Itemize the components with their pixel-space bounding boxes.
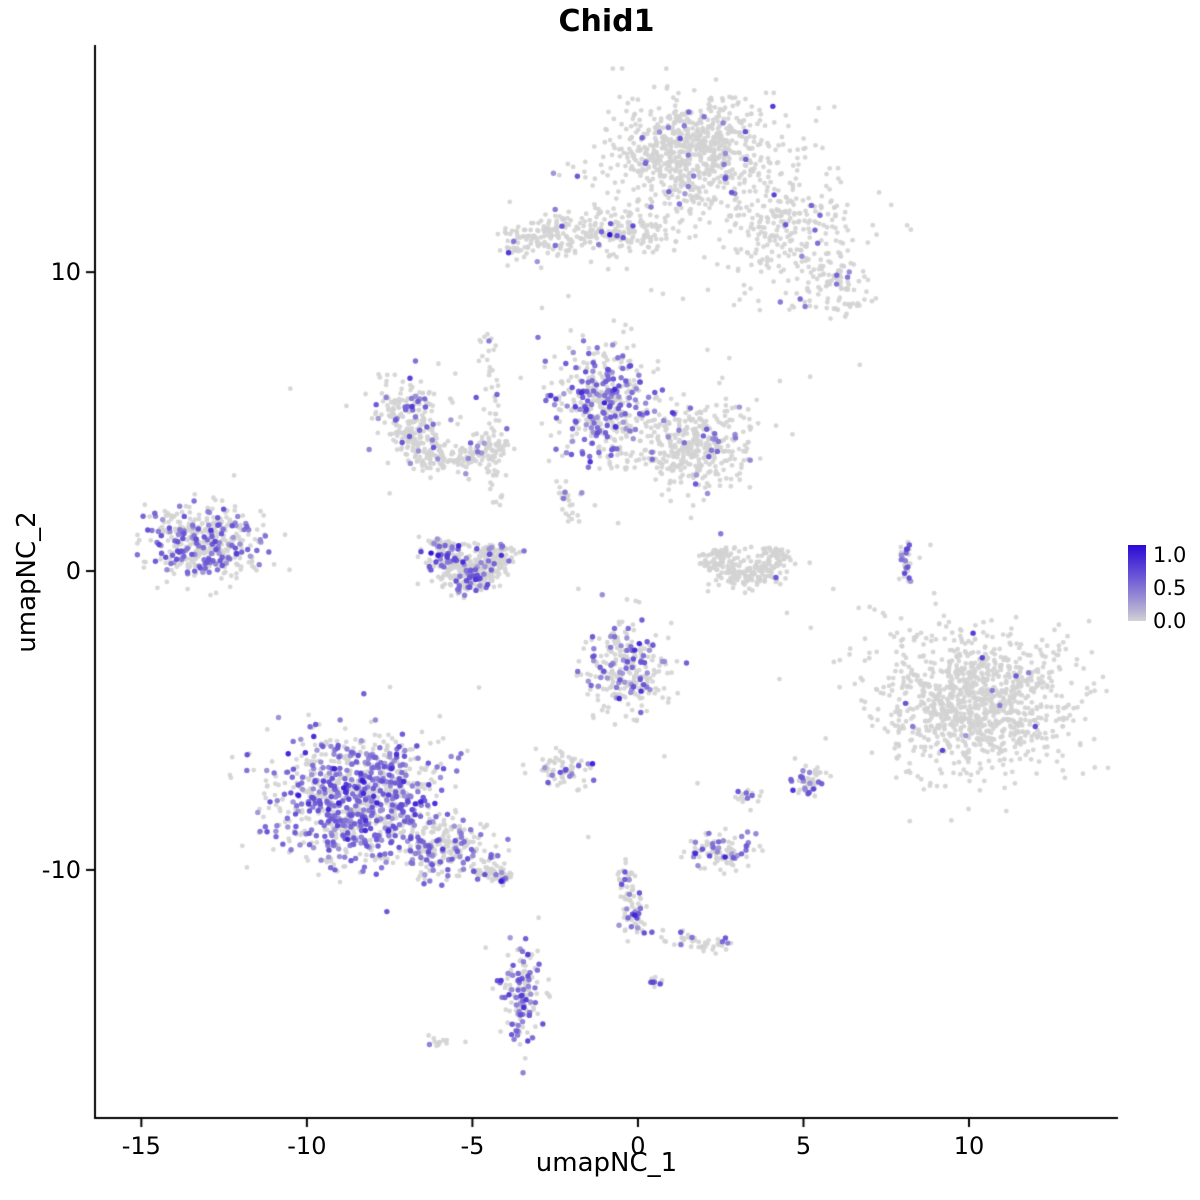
x-tick-label: 5 xyxy=(795,1132,812,1160)
y-axis-label: umapNC_2 xyxy=(12,511,42,653)
legend-tick-label: 1.0 xyxy=(1153,542,1187,567)
legend-gradient-bar xyxy=(1128,545,1146,621)
legend-tick-label: 0.0 xyxy=(1153,609,1187,633)
legend-tick-label: 0.5 xyxy=(1153,575,1187,600)
x-tick-label: 10 xyxy=(953,1132,985,1160)
y-tick-label: -10 xyxy=(41,855,81,884)
x-tick-label: -15 xyxy=(121,1132,161,1160)
x-tick-label: -5 xyxy=(460,1132,485,1160)
x-tick-label: 0 xyxy=(630,1132,646,1160)
y-tick-label: 0 xyxy=(65,557,81,586)
y-tick-label: 10 xyxy=(50,258,81,287)
plot-title: Chid1 xyxy=(558,4,655,39)
x-axis-label: umapNC_1 xyxy=(535,1148,678,1178)
x-tick-label: -10 xyxy=(287,1132,327,1160)
